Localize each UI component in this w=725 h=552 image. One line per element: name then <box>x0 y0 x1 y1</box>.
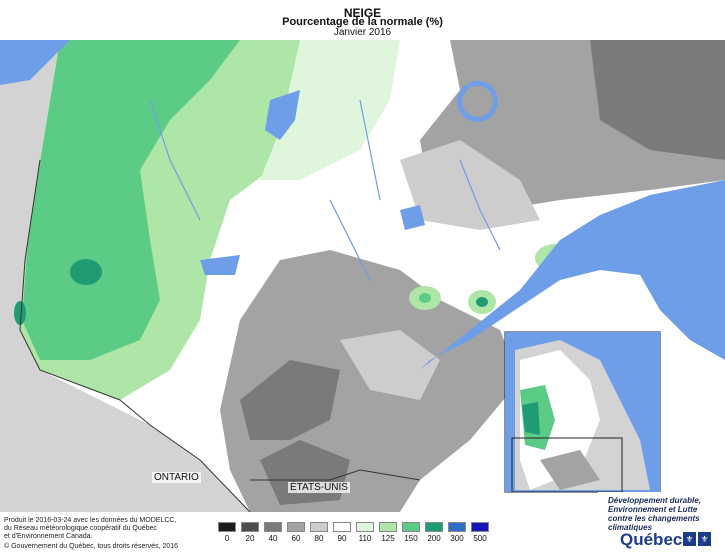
river <box>329 199 371 281</box>
hudson-bay-inlet <box>0 40 70 85</box>
color-legend: 0 20 40 60 80 90 110 125 150 200 300 500 <box>218 522 508 546</box>
ministry-name: Développement durable, Environnement et … <box>608 496 701 532</box>
gulf-st-lawrence <box>640 270 725 360</box>
map-title: NEIGE <box>343 6 382 20</box>
river <box>359 99 381 201</box>
legend-swatch <box>471 522 489 532</box>
dark-green-spot <box>70 259 102 285</box>
light-green-zone <box>260 40 400 180</box>
green-spot <box>419 293 431 303</box>
legend-swatch <box>241 522 259 532</box>
snow-map <box>0 40 725 512</box>
legend-swatch <box>333 522 351 532</box>
legend-tick-label: 60 <box>291 534 301 543</box>
credit-line: du Réseau météorologique coopératif du Q… <box>4 525 157 532</box>
legend-tick-label: 500 <box>473 534 487 543</box>
legend-swatch <box>448 522 466 532</box>
legend-tick-label: 20 <box>245 534 255 543</box>
river <box>149 99 201 221</box>
reservoir <box>457 80 499 122</box>
ontario-label: ONTARIO <box>152 472 201 483</box>
credit-line: Produit le 2016-03-24 avec les données d… <box>4 517 177 524</box>
legend-swatch <box>218 522 236 532</box>
dark-grey-zone <box>240 360 340 440</box>
copyright-line: © Gouvernement du Québec, tous droits ré… <box>4 543 179 550</box>
legend-tick-label: 150 <box>404 534 418 543</box>
usa-label: ÉTATS-UNIS <box>288 482 350 493</box>
map-header: NEIGE Pourcentage de la normale (%) Janv… <box>0 0 725 40</box>
fleur-de-lis-icon: ⚜ <box>683 532 696 546</box>
quebec-wordmark: Québec <box>620 530 683 549</box>
border <box>250 469 421 481</box>
lake <box>200 255 240 275</box>
legend-swatch <box>402 522 420 532</box>
legend-tick-label: 80 <box>314 534 324 543</box>
st-lawrence-estuary <box>350 180 725 440</box>
legend-swatch <box>379 522 397 532</box>
light-grey-zone <box>340 330 440 400</box>
legend-swatch <box>287 522 305 532</box>
dark-green-spot <box>14 301 26 325</box>
legend-swatch <box>425 522 443 532</box>
legend-tick-label: 0 <box>224 534 230 543</box>
inset-map <box>504 331 661 493</box>
legend-tick-label: 40 <box>268 534 278 543</box>
legend-swatch <box>264 522 282 532</box>
legend-tick-label: 300 <box>450 534 464 543</box>
legend-tick-label: 125 <box>381 534 395 543</box>
credit-line: et d'Environnement Canada. <box>4 533 93 540</box>
legend-swatch <box>310 522 328 532</box>
lake <box>400 205 425 230</box>
border <box>19 159 251 512</box>
green-spot <box>476 297 488 307</box>
quebec-logo: Développement durable, Environnement et … <box>598 492 723 550</box>
map-subtitle: Pourcentage de la normale (%) <box>282 16 443 28</box>
legend-swatch <box>356 522 374 532</box>
fleur-de-lis-icon: ⚜ <box>698 532 711 546</box>
dark-grey-zone <box>590 40 725 160</box>
legend-tick-label: 90 <box>337 534 347 543</box>
legend-tick-label: 200 <box>427 534 441 543</box>
map-period: Janvier 2016 <box>333 27 392 38</box>
reservoir <box>265 90 300 140</box>
river <box>459 159 501 251</box>
legend-tick-label: 110 <box>358 534 372 543</box>
